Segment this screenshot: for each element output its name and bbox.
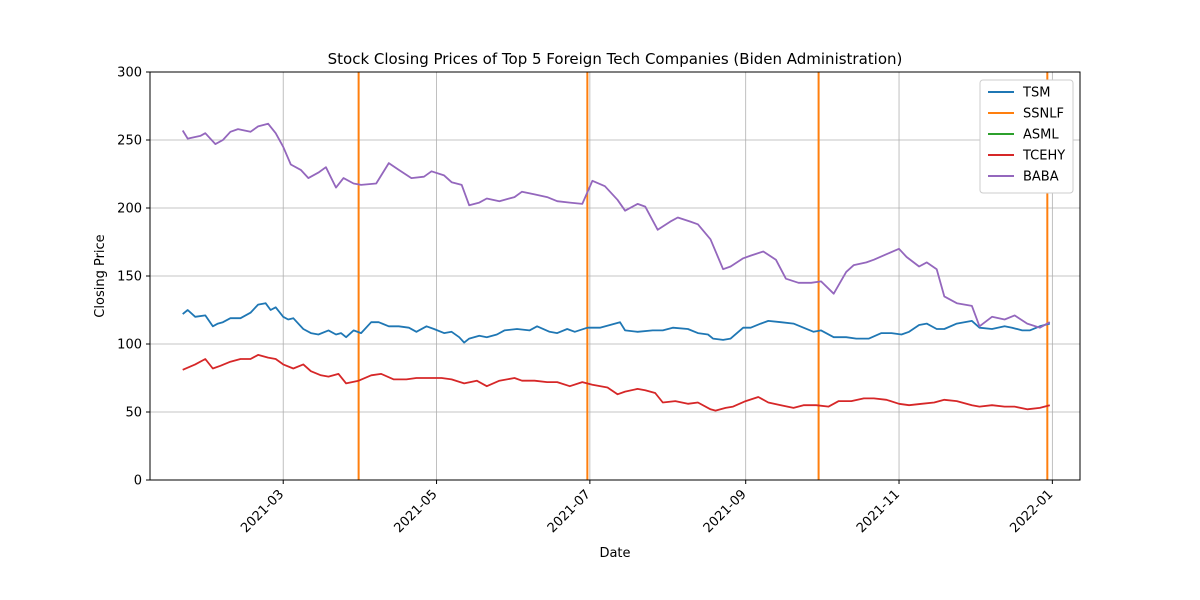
y-tick-label: 300 [117, 66, 142, 81]
y-tick-label: 0 [134, 474, 142, 489]
legend: TSM SSNLF ASML TCEHY BABA [979, 79, 1074, 194]
y-axis-label: Closing Price [93, 234, 108, 317]
series-tcehy-line [182, 353, 1051, 412]
y-tick-label: 200 [117, 202, 142, 217]
legend-label: TCEHY [1022, 149, 1065, 164]
legend-label: TSM [1022, 86, 1050, 101]
y-tick-label: 250 [117, 134, 142, 149]
legend-label: ASML [1023, 128, 1059, 143]
y-tick-label: 150 [117, 270, 142, 285]
legend-label: BABA [1023, 170, 1059, 185]
legend-box [979, 79, 1074, 194]
x-axis-label: Date [599, 546, 630, 561]
series-baba-line [181, 122, 1051, 329]
series-lines [181, 122, 1051, 412]
y-tick-label: 100 [117, 338, 142, 353]
y-axis: 0 50 100 150 200 250 300 [117, 66, 150, 489]
legend-label: SSNLF [1023, 107, 1064, 122]
y-tick-label: 50 [125, 406, 142, 421]
chart-title: Stock Closing Prices of Top 5 Foreign Te… [328, 50, 903, 68]
series-tsm-line [182, 302, 1051, 344]
